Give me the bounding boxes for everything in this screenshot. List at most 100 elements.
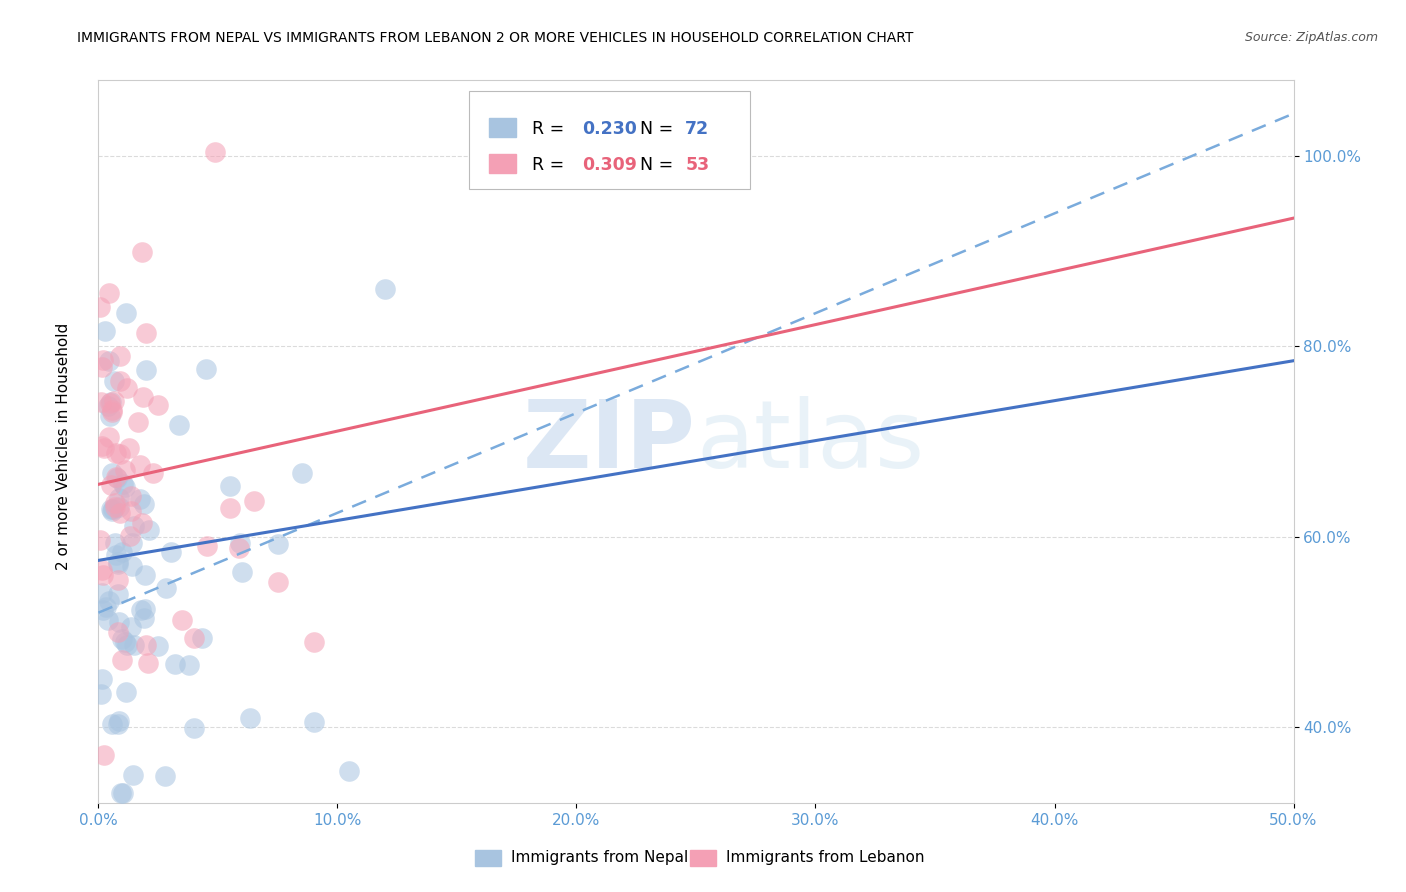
Point xyxy=(118,442,141,456)
Point xyxy=(90,394,112,409)
Point xyxy=(103,536,125,550)
Point xyxy=(167,417,190,432)
Point xyxy=(89,301,111,315)
Point xyxy=(204,145,226,159)
Point xyxy=(108,615,131,629)
Point xyxy=(90,586,112,600)
Point xyxy=(142,466,165,480)
Point xyxy=(195,361,218,376)
Point xyxy=(195,539,218,553)
Point xyxy=(107,714,129,729)
Point xyxy=(101,467,124,481)
Text: IMMIGRANTS FROM NEPAL VS IMMIGRANTS FROM LEBANON 2 OR MORE VEHICLES IN HOUSEHOLD: IMMIGRANTS FROM NEPAL VS IMMIGRANTS FROM… xyxy=(77,31,914,45)
Bar xyxy=(489,154,516,173)
Point xyxy=(339,764,361,778)
Point xyxy=(231,565,253,579)
Text: Immigrants from Nepal: Immigrants from Nepal xyxy=(510,850,688,865)
Point xyxy=(163,657,186,671)
Point xyxy=(108,507,131,521)
Point xyxy=(98,285,121,300)
Point xyxy=(183,632,205,646)
Point xyxy=(110,447,132,461)
Point xyxy=(101,504,124,518)
Point xyxy=(97,614,120,628)
Point xyxy=(110,786,132,800)
Point xyxy=(134,568,156,582)
Text: R =: R = xyxy=(533,156,569,174)
Point xyxy=(127,415,149,429)
Point xyxy=(114,634,136,648)
Point xyxy=(159,545,181,559)
Point xyxy=(132,390,155,404)
Point xyxy=(136,656,159,670)
Point xyxy=(90,687,112,701)
Point xyxy=(128,492,150,507)
Point xyxy=(131,516,153,530)
Point xyxy=(302,634,325,648)
Point xyxy=(105,471,128,485)
Point xyxy=(91,673,114,687)
Point xyxy=(108,349,131,363)
Point xyxy=(105,446,128,460)
Point xyxy=(155,581,177,595)
Bar xyxy=(489,119,516,136)
Text: N =: N = xyxy=(640,120,679,137)
Point xyxy=(129,458,152,473)
Point xyxy=(146,639,169,653)
Text: ZIP: ZIP xyxy=(523,395,696,488)
Point xyxy=(104,469,127,483)
Point xyxy=(114,479,136,493)
Point xyxy=(374,282,396,296)
Point xyxy=(97,594,120,608)
Point xyxy=(239,711,262,725)
Point xyxy=(115,381,138,395)
Point xyxy=(134,602,156,616)
Point xyxy=(101,404,124,418)
Point xyxy=(122,638,145,652)
Point xyxy=(135,326,157,341)
Point xyxy=(267,575,290,590)
Point xyxy=(100,501,122,516)
Point xyxy=(97,430,120,444)
Point xyxy=(120,620,142,634)
Point xyxy=(107,587,129,601)
Text: Source: ZipAtlas.com: Source: ZipAtlas.com xyxy=(1244,31,1378,45)
Point xyxy=(91,563,114,577)
Point xyxy=(111,786,134,800)
Point xyxy=(108,491,131,505)
Point xyxy=(91,603,114,617)
Point xyxy=(100,394,122,409)
Point xyxy=(104,500,127,514)
Point xyxy=(97,400,120,414)
Point xyxy=(228,541,250,555)
Bar xyxy=(475,850,501,865)
Point xyxy=(103,502,125,516)
Point xyxy=(121,536,143,550)
Text: atlas: atlas xyxy=(696,395,924,488)
Point xyxy=(114,463,136,477)
Point xyxy=(94,599,117,614)
Point xyxy=(104,496,127,510)
Point xyxy=(111,632,134,646)
Point xyxy=(105,548,128,562)
Point xyxy=(107,717,129,731)
Point xyxy=(91,353,114,368)
Point xyxy=(111,545,134,559)
Point xyxy=(103,394,125,409)
Point xyxy=(131,245,153,260)
Point xyxy=(100,409,122,423)
Point xyxy=(108,374,131,388)
Point xyxy=(219,500,242,515)
Point xyxy=(291,466,314,480)
Point xyxy=(108,500,131,514)
Point xyxy=(93,748,115,763)
Point xyxy=(115,638,138,652)
Text: 53: 53 xyxy=(685,156,710,174)
Point xyxy=(135,363,157,377)
Text: R =: R = xyxy=(533,120,569,137)
Text: N =: N = xyxy=(640,156,679,174)
Point xyxy=(101,402,124,417)
Point xyxy=(124,518,146,533)
Text: 0.230: 0.230 xyxy=(582,120,637,137)
Point xyxy=(138,523,160,537)
